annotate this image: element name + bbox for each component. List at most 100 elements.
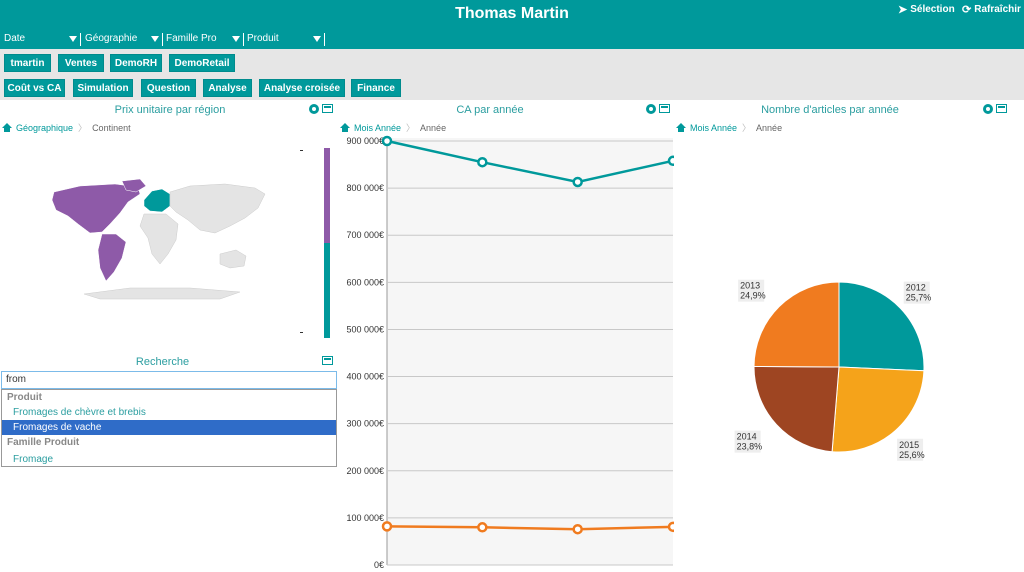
y-tick-label: 700 000€	[346, 230, 384, 240]
pie-label-percent: 25,6%	[899, 450, 925, 460]
ventes-button[interactable]: Ventes	[58, 54, 104, 72]
world-map[interactable]	[40, 178, 270, 304]
simulation-button[interactable]: Simulation	[73, 79, 133, 97]
window-icon[interactable]	[322, 104, 333, 113]
series-line	[386, 525, 674, 531]
tmartin-button[interactable]: tmartin	[4, 54, 51, 72]
group-label: Produit	[7, 392, 42, 403]
window-icon[interactable]	[996, 104, 1007, 113]
gear-icon[interactable]	[646, 104, 656, 114]
pie-slice	[753, 365, 840, 453]
pie-label-bg	[738, 279, 765, 302]
line-panel-title: CA par année	[456, 104, 524, 116]
breadcrumb-separator-icon: 〉	[406, 123, 416, 133]
suggestion-item[interactable]: Fromages de chèvre et brebis	[13, 407, 146, 418]
map-australia[interactable]	[219, 249, 247, 269]
search-suggestions: Produit Fromages de chèvre et brebis Fro…	[1, 389, 337, 467]
map-north-america[interactable]	[51, 183, 141, 234]
search-input[interactable]: from	[1, 371, 337, 389]
y-tick-label: 300 000€	[346, 419, 384, 429]
pie-label-percent: 24,9%	[740, 291, 766, 301]
question-button[interactable]: Question	[141, 79, 196, 97]
data-point	[572, 523, 583, 535]
button-bar: tmartin Ventes DemoRH DemoRetail Coût vs…	[0, 49, 1024, 100]
map-breadcrumb: Géographique 〉 Continent	[2, 121, 131, 134]
cursor-icon: ➤	[898, 4, 908, 16]
chevron-down-icon	[232, 36, 240, 42]
page-title: Thomas Martin	[455, 5, 569, 22]
analyse-croisee-button[interactable]: Analyse croisée	[259, 79, 345, 97]
breadcrumb-link[interactable]: Mois Année	[354, 122, 402, 133]
pie-label-year: 2012	[906, 283, 926, 293]
filter-date[interactable]: Date	[4, 33, 81, 46]
y-tick-label: 100 000€	[346, 513, 384, 523]
refresh-button[interactable]: ⟳ Rafraîchir	[962, 4, 1021, 16]
map-legend-tick-bottom	[300, 332, 303, 333]
home-icon[interactable]	[2, 123, 12, 132]
pie-label-bg	[897, 438, 924, 461]
window-icon[interactable]	[659, 104, 670, 113]
pie-panel-tools	[983, 104, 1007, 114]
data-point	[572, 176, 583, 188]
filter-famille-pro[interactable]: Famille Pro	[166, 33, 244, 46]
series-line	[386, 139, 674, 184]
home-icon[interactable]	[340, 123, 350, 132]
breadcrumb-link[interactable]: Géographique	[16, 122, 74, 133]
pie-label-year: 2014	[737, 432, 757, 442]
pie-slice	[838, 281, 925, 372]
gear-icon[interactable]	[983, 104, 993, 114]
search-panel-tools	[322, 356, 333, 365]
y-tick-label: 600 000€	[346, 277, 384, 287]
map-legend-tick-top	[300, 150, 303, 151]
map-antarctica[interactable]	[83, 287, 241, 300]
map-panel-tools	[309, 104, 333, 114]
pie-label-bg	[903, 281, 930, 304]
suggestion-item-selected[interactable]: Fromages de vache	[2, 420, 336, 435]
line-breadcrumb: Mois Année 〉 Année	[340, 121, 446, 134]
suggestion-item[interactable]: Fromage	[13, 454, 54, 465]
y-tick-label: 800 000€	[346, 183, 384, 193]
window-icon[interactable]	[322, 356, 333, 365]
breadcrumb-separator-icon: 〉	[78, 123, 88, 133]
map-panel-title: Prix unitaire par région	[114, 104, 226, 116]
line-chart[interactable]: 0€ 100 000€ 200 000€ 300 000€ 400 000€ 500 00…	[336, 134, 674, 572]
pie-label-percent: 25,7%	[906, 293, 932, 303]
breadcrumb-current: Année	[756, 122, 783, 133]
pie-breadcrumb: Mois Année 〉 Année	[676, 121, 782, 134]
map-asia[interactable]	[169, 183, 266, 234]
data-point	[381, 521, 393, 532]
breadcrumb-separator-icon: 〉	[742, 123, 752, 133]
search-panel-title: Recherche	[135, 356, 190, 368]
selection-button[interactable]: ➤ Sélection	[898, 4, 955, 16]
pie-slice	[831, 366, 925, 453]
filter-produit[interactable]: Produit	[247, 33, 325, 46]
refresh-icon: ⟳	[962, 4, 972, 16]
y-tick-label: 500 000€	[346, 324, 384, 334]
plot-area	[387, 138, 673, 565]
map-greenland[interactable]	[121, 178, 147, 193]
gear-icon[interactable]	[309, 104, 319, 114]
y-tick-label: 200 000€	[346, 466, 384, 476]
demorh-button[interactable]: DemoRH	[110, 54, 162, 72]
filter-geographie[interactable]: Géographie	[85, 33, 163, 46]
pie-label-percent: 23,8%	[737, 442, 763, 452]
pie-slice	[753, 281, 840, 368]
chevron-down-icon	[313, 36, 321, 42]
data-point	[477, 522, 488, 533]
pie-panel-title: Nombre d'articles par année	[761, 104, 899, 116]
map-europe[interactable]	[143, 188, 171, 213]
data-point	[667, 521, 674, 533]
map-south-america[interactable]	[97, 233, 127, 282]
breadcrumb-link[interactable]: Mois Année	[690, 122, 738, 133]
y-tick-label: 0€	[374, 560, 384, 570]
pie-label-bg	[734, 430, 761, 453]
analyse-button[interactable]: Analyse	[203, 79, 252, 97]
finance-button[interactable]: Finance	[351, 79, 401, 97]
y-tick-label: 400 000€	[346, 372, 384, 382]
map-africa[interactable]	[139, 213, 179, 265]
home-icon[interactable]	[676, 123, 686, 132]
cout-vs-ca-button[interactable]: Coût vs CA	[4, 79, 65, 97]
chevron-down-icon	[69, 36, 77, 42]
demoretail-button[interactable]: DemoRetail	[169, 54, 235, 72]
